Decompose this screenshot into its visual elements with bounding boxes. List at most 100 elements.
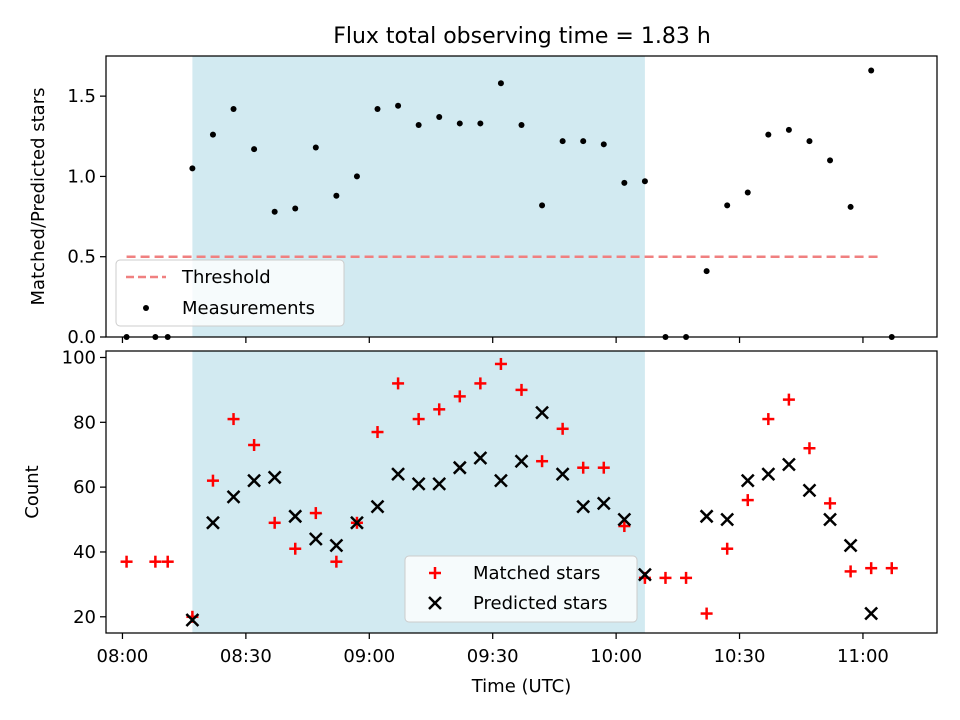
cross-stroke	[782, 457, 796, 472]
measurement-point	[271, 208, 278, 215]
cross-stroke	[329, 538, 344, 553]
predicted-star-point	[802, 483, 817, 498]
y-tick-label: 40	[73, 542, 96, 563]
matched-star-point	[556, 422, 569, 435]
y-tick-label: 0.5	[67, 247, 96, 268]
predicted-star-point	[699, 509, 714, 524]
top-y-axis-label: Matched/Predicted stars	[28, 88, 49, 306]
measurement-point	[374, 105, 381, 112]
predicted-star-point	[432, 477, 447, 491]
cross-stroke	[617, 512, 632, 527]
y-tick-label: 80	[73, 412, 96, 433]
cross-stroke	[514, 454, 529, 469]
measurement-point	[436, 114, 443, 121]
predicted-star-point	[494, 473, 508, 488]
predicted-star-point	[638, 567, 652, 582]
cross-stroke	[370, 499, 385, 514]
predicted-star-point	[596, 496, 611, 511]
cross-stroke	[350, 515, 364, 530]
cross-stroke	[391, 467, 405, 482]
bottom-legend-box	[404, 555, 638, 623]
cross-stroke	[185, 613, 200, 627]
predicted-star-point	[226, 489, 241, 504]
predicted-star-point	[576, 499, 591, 514]
measurement-point	[518, 122, 525, 129]
matched-star-point	[865, 562, 878, 575]
measurement-point	[703, 268, 710, 275]
matched-star-point	[149, 555, 162, 568]
top-marks	[123, 67, 895, 340]
predicted-star-point	[555, 467, 570, 482]
cross-stroke	[247, 473, 261, 488]
matched-star-point	[309, 507, 322, 520]
predicted-star-point	[350, 515, 364, 530]
x-axis-label: Time (UTC)	[471, 676, 572, 697]
predicted-star-point	[720, 512, 735, 527]
legend-cross-glyph	[428, 596, 442, 610]
measurement-point	[827, 157, 834, 164]
bottom-panel: 20 40 60 80 100 08:00 08:30 09:00 09:30 10:00 10:…	[22, 347, 938, 697]
cross-stroke	[596, 496, 611, 511]
bottom-y-axis-label: Count	[22, 465, 43, 518]
measurement-point	[806, 138, 813, 145]
cross-stroke	[740, 473, 755, 488]
matched-star-point	[597, 461, 610, 474]
measurement-point	[600, 141, 607, 148]
measurement-point	[539, 202, 546, 209]
predicted-star-point	[535, 405, 549, 420]
cross-stroke	[411, 477, 426, 491]
predicted-star-point	[206, 515, 220, 530]
matched-star-point	[494, 357, 507, 370]
matched-star-point	[659, 571, 672, 584]
matched-star-point	[782, 393, 795, 406]
legend-predicted-swatch	[428, 596, 442, 610]
top-panel: 0.0 0.5 1.0 1.5 Matched/Predicted stars Thr…	[28, 55, 938, 348]
measurement-point	[724, 202, 731, 209]
top-y-ticks: 0.0 0.5 1.0 1.5	[67, 86, 106, 348]
legend-matched-label: Matched stars	[473, 563, 600, 584]
cross-stroke	[720, 512, 735, 527]
matched-star-point	[330, 555, 343, 568]
y-tick-label: 1.0	[67, 166, 96, 187]
measurement-point	[230, 105, 237, 112]
bottom-x-ticks: 08:00 08:30 09:00 09:30 10:00 10:30 11:00	[97, 633, 889, 667]
measurement-point	[868, 67, 875, 74]
measurement-point	[395, 102, 402, 109]
measurement-point	[415, 122, 422, 129]
cross-stroke	[288, 509, 303, 524]
predicted-star-point	[617, 512, 632, 527]
bottom-axes-frame	[105, 350, 938, 634]
legend-measurements-label: Measurements	[182, 298, 315, 319]
top-axes-frame	[105, 55, 938, 338]
matched-star-point	[536, 455, 549, 468]
measurement-point	[621, 179, 628, 186]
measurement-point	[744, 189, 751, 196]
predicted-star-point	[267, 470, 282, 485]
matched-star-point	[680, 571, 693, 584]
legend-matched-swatch	[429, 567, 441, 579]
measurement-point	[189, 165, 196, 172]
top-x-ticks	[121, 337, 864, 343]
predicted-star-point	[514, 454, 529, 469]
cross-stroke	[473, 451, 488, 465]
y-tick-label: 100	[62, 347, 96, 368]
matched-star-point	[248, 439, 261, 451]
cross-stroke	[267, 470, 282, 485]
matched-star-point	[371, 426, 384, 439]
cross-stroke	[843, 538, 858, 553]
cross-stroke	[761, 467, 776, 482]
bottom-legend: Matched stars Predicted stars	[404, 555, 638, 623]
matched-star-point	[577, 461, 590, 474]
cross-stroke	[494, 473, 508, 488]
top-legend-box	[115, 259, 345, 327]
measurement-point	[456, 120, 463, 127]
predicted-star-point	[329, 538, 344, 553]
measurement-point	[765, 131, 772, 138]
cross-stroke	[823, 512, 837, 527]
measurement-point	[477, 120, 484, 127]
matched-star-point	[721, 542, 734, 555]
matched-star-point	[762, 413, 775, 426]
x-tick-label: 11:00	[837, 646, 889, 667]
matched-star-point	[844, 565, 857, 578]
cross-stroke	[576, 499, 591, 514]
